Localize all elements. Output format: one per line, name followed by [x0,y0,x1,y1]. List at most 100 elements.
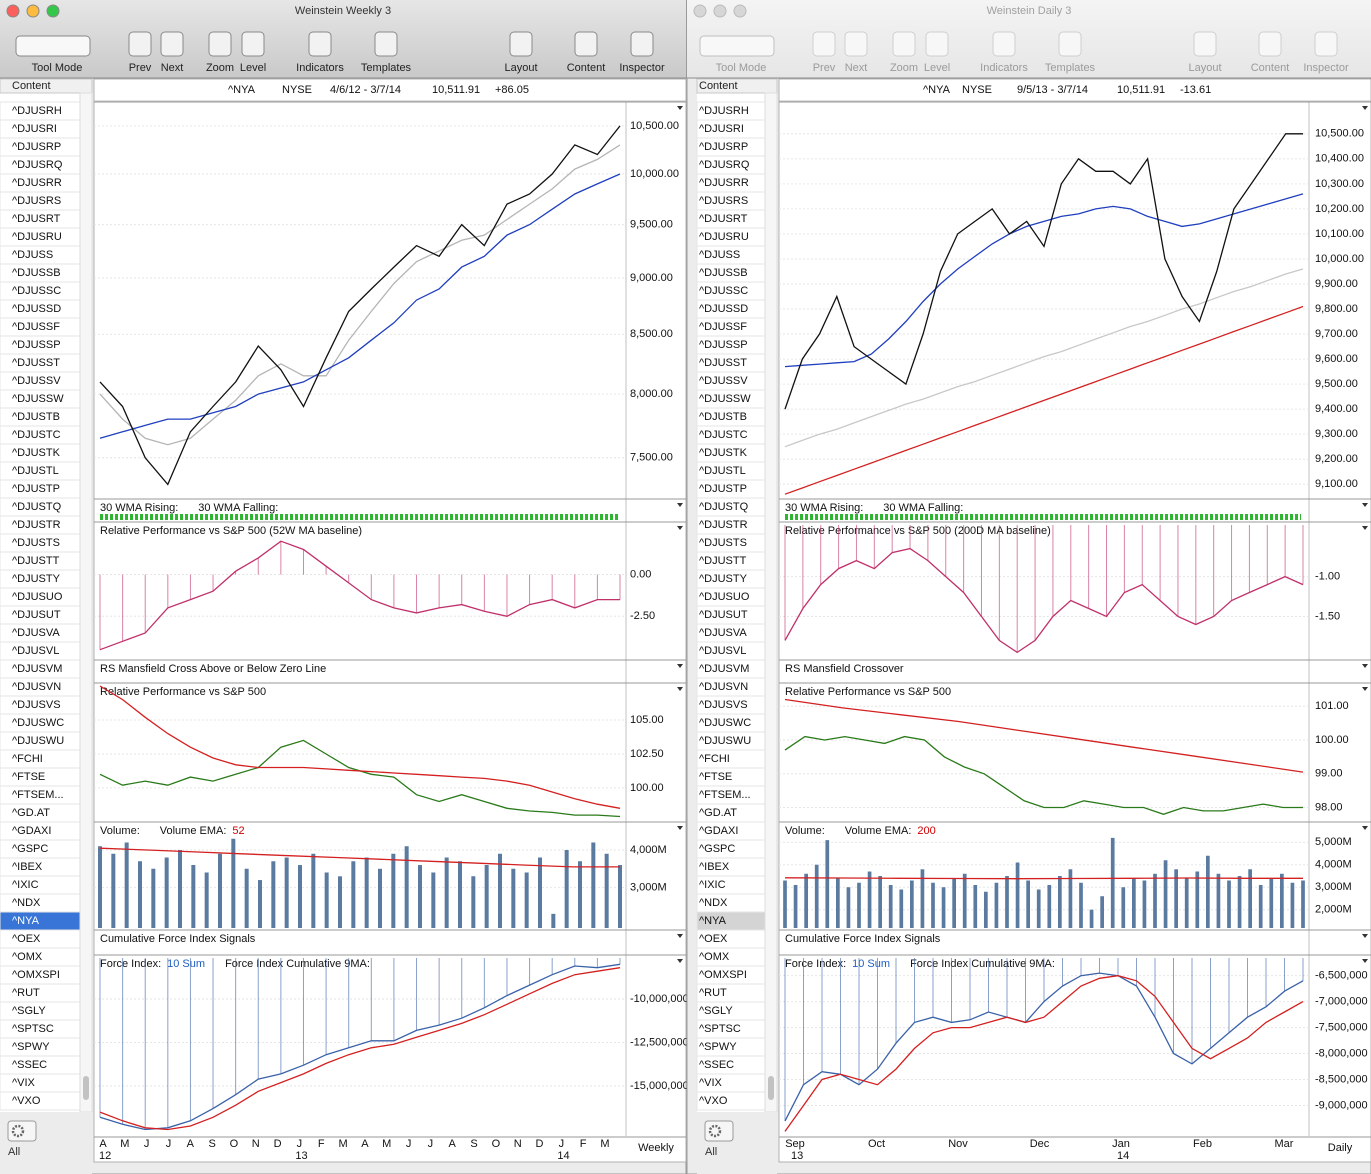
sidebar-item: ^DJUSS [699,249,740,261]
series-line [784,547,1304,654]
panel-label: 30 WMA Rising: [100,502,178,514]
window-button[interactable] [26,4,40,18]
sidebar-item: ^DJUSSB [699,267,748,279]
toolbar-label: Content [567,62,606,74]
sidebar-item: ^DJUSVL [12,645,59,657]
panel-menu[interactable] [1362,826,1368,830]
y-tick-label: 9,500.00 [630,219,673,231]
toolbar-label: Prev [813,62,836,74]
sidebar-item: ^DJUSSW [699,393,751,405]
toolbar-icon[interactable] [812,31,836,57]
y-tick-label: 10,500.00 [1315,128,1364,140]
sidebar-item: ^DJUSVA [699,627,747,639]
panel-menu[interactable] [677,106,683,110]
panel-menu[interactable] [1362,526,1368,530]
sidebar-header-label: Content [12,80,51,92]
sidebar-item: ^FTSEM... [699,789,751,801]
toolbar-icon[interactable] [128,31,152,57]
chart-header: 9/5/13 - 3/7/14 [1017,84,1088,96]
y-tick-label: -15,000,000 [630,1080,689,1092]
panel-label: Volume EMA: [845,825,912,837]
toolbar-icon[interactable] [630,31,654,57]
period-label: Weekly [638,1142,674,1154]
y-tick-label: 0.00 [630,568,651,580]
panel-menu[interactable] [677,687,683,691]
window-button[interactable] [713,4,727,18]
sidebar-item: ^NYA [12,915,40,927]
series-line [784,877,1303,880]
sidebar-item: ^DJUSST [12,357,60,369]
scroll-thumb[interactable] [83,1076,89,1100]
panel-menu[interactable] [677,664,683,668]
toolbar-label: Indicators [980,62,1028,74]
toolbar-icon[interactable] [308,31,332,57]
panel-menu[interactable] [1362,106,1368,110]
x-tick-label: M [120,1138,129,1150]
toolbar-label: Indicators [296,62,344,74]
sidebar-header [696,78,778,94]
x-tick-label: D [536,1138,544,1150]
sidebar-item: ^SPWY [12,1041,50,1053]
panel-menu[interactable] [1362,934,1368,938]
sidebar-item: ^NDX [12,897,41,909]
sidebar-item: ^DJUSTK [12,447,61,459]
sidebar-item: ^DJUSVM [699,663,749,675]
toolbar-icon[interactable] [1314,31,1338,57]
panel-menu[interactable] [677,959,683,963]
panel-menu[interactable] [1362,664,1368,668]
sidebar-item: ^OEX [12,933,41,945]
x-tick-label: N [252,1138,260,1150]
y-tick-label: 3,000M [630,881,667,893]
sidebar-item: ^IXIC [699,879,726,891]
wma-strip [785,514,1301,520]
panel-label: Force Index: [100,958,161,970]
tool-mode-control[interactable] [15,35,91,57]
y-tick-label: -12,500,000 [630,1036,689,1048]
panel-menu[interactable] [1362,503,1368,507]
toolbar-label: Tool Mode [32,62,83,74]
toolbar-icon[interactable] [1193,31,1217,57]
window-button[interactable] [733,4,747,18]
panel-menu[interactable] [677,526,683,530]
panel-menu[interactable] [677,826,683,830]
sidebar-item: ^OMXSPI [699,969,747,981]
toolbar-icon[interactable] [844,31,868,57]
sidebar-item: ^DJUSWC [12,717,64,729]
toolbar-icon[interactable] [208,31,232,57]
panel-label: RS Mansfield Cross Above or Below Zero L… [100,663,326,675]
sidebar-item: ^DJUSTL [699,465,746,477]
toolbar-icon[interactable] [1258,31,1282,57]
tool-mode-control[interactable] [699,35,775,57]
window-button[interactable] [6,4,20,18]
x-tick-label: A [99,1138,107,1150]
sidebar-item: ^RUT [12,987,40,999]
toolbar-icon[interactable] [892,31,916,57]
panel-label: Force Index Cumulative 9MA: [910,958,1055,970]
toolbar-icon[interactable] [574,31,598,57]
scroll-thumb[interactable] [768,1076,774,1100]
window-button[interactable] [46,4,60,18]
window-title: Weinstein Weekly 3 [295,5,391,17]
gear-icon [11,1124,25,1138]
panel-menu[interactable] [677,934,683,938]
y-tick-label: 105.00 [630,714,664,726]
sidebar-item: ^IBEX [12,861,43,873]
panel-menu[interactable] [1362,687,1368,691]
x-tick-label: J [144,1138,150,1150]
toolbar-icon[interactable] [374,31,398,57]
window-button[interactable] [693,4,707,18]
toolbar-icon[interactable] [992,31,1016,57]
sidebar-item: ^DJUSSP [12,339,61,351]
toolbar-icon[interactable] [160,31,184,57]
y-tick-label: 101.00 [1315,700,1349,712]
panel-label: Relative Performance vs S&P 500 (52W MA … [100,525,362,537]
toolbar-icon[interactable] [925,31,949,57]
panel-menu[interactable] [677,503,683,507]
panel-label: Relative Performance vs S&P 500 (200D MA… [785,525,1051,537]
sidebar-item: ^DJUSUO [699,591,750,603]
chart-header: NYSE [962,84,992,96]
toolbar-icon[interactable] [1058,31,1082,57]
toolbar-icon[interactable] [241,31,265,57]
panel-menu[interactable] [1362,959,1368,963]
toolbar-icon[interactable] [509,31,533,57]
